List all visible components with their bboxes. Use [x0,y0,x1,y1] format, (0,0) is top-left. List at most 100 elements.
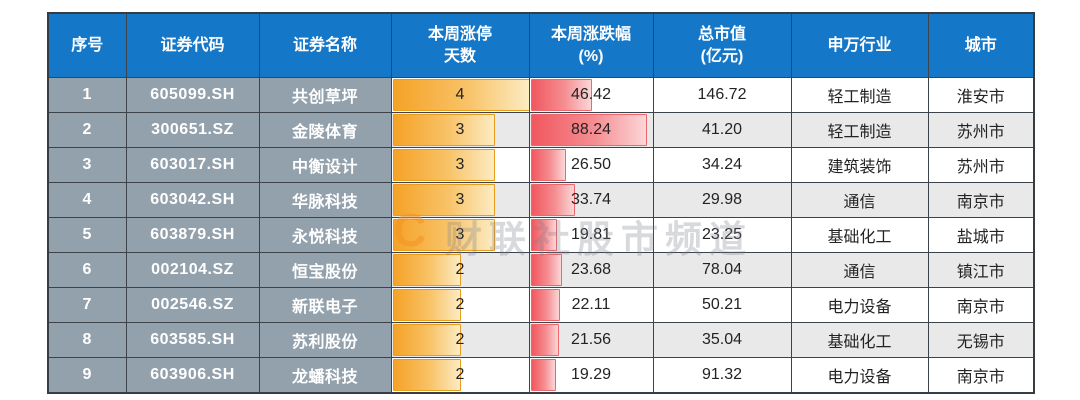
name-cell: 恒宝股份 [258,252,392,288]
limit-up-days-value: 3 [455,226,465,243]
header-city: 城市 [927,12,1035,78]
city-cell: 南京市 [927,357,1035,394]
market-cap-cell: 91.32 [652,357,792,394]
name-cell: 华脉科技 [258,182,392,218]
limit-up-days-cell: 3 [390,147,530,183]
limit-up-days-value: 3 [455,121,465,138]
industry-cell: 基础化工 [790,322,929,358]
table-row: 8 603585.SH 苏利股份 2 21.56 35.04 基础化工 无锡市 [47,322,1035,358]
header-limit-up-days: 本周涨停 天数 [390,12,530,78]
market-cap-cell: 34.24 [652,147,792,183]
limit-up-days-cell: 2 [390,322,530,358]
weekly-change-value: 26.50 [570,156,612,173]
code-cell: 300651.SZ [125,112,260,148]
limit-up-days-cell: 4 [390,77,530,113]
weekly-change-value: 23.68 [570,261,612,278]
market-cap-cell: 146.72 [652,77,792,113]
limit-up-days-value: 3 [455,191,465,208]
header-weekly-change: 本周涨跌幅 (%) [528,12,654,78]
limit-up-days-value: 2 [455,261,465,278]
city-cell: 镇江市 [927,252,1035,288]
table-row: 7 002546.SZ 新联电子 2 22.11 50.21 电力设备 南京市 [47,287,1035,323]
limit-up-days-bar [392,289,461,321]
rank-cell: 9 [47,357,127,394]
rank-cell: 6 [47,252,127,288]
weekly-change-cell: 88.24 [528,112,654,148]
rank-cell: 1 [47,77,127,113]
table-row: 3 603017.SH 中衡设计 3 26.50 34.24 建筑装饰 苏州市 [47,147,1035,183]
industry-cell: 轻工制造 [790,77,929,113]
table-body: 1 605099.SH 共创草坪 4 46.42 146.72 轻工制造 淮安市… [47,77,1035,394]
industry-cell: 通信 [790,252,929,288]
weekly-change-cell: 26.50 [528,147,654,183]
limit-up-days-value: 3 [455,156,465,173]
header-weekly-change-line2: (%) [578,47,604,65]
name-cell: 新联电子 [258,287,392,323]
limit-up-days-cell: 2 [390,252,530,288]
industry-cell: 轻工制造 [790,112,929,148]
rank-cell: 2 [47,112,127,148]
weekly-change-value: 46.42 [570,86,612,103]
limit-up-days-value: 2 [455,331,465,348]
name-cell: 永悦科技 [258,217,392,253]
table-row: 9 603906.SH 龙蟠科技 2 19.29 91.32 电力设备 南京市 [47,357,1035,394]
weekly-change-cell: 46.42 [528,77,654,113]
header-market-cap-line1: 总市值 [697,25,746,43]
market-cap-cell: 35.04 [652,322,792,358]
weekly-change-value: 33.74 [570,191,612,208]
name-cell: 中衡设计 [258,147,392,183]
header-market-cap-line2: (亿元) [700,47,744,65]
weekly-change-value: 19.81 [570,226,612,243]
weekly-change-cell: 23.68 [528,252,654,288]
table-row: 4 603042.SH 华脉科技 3 33.74 29.98 通信 南京市 [47,182,1035,218]
city-cell: 无锡市 [927,322,1035,358]
limit-up-days-bar [392,219,496,251]
table-row: 6 002104.SZ 恒宝股份 2 23.68 78.04 通信 镇江市 [47,252,1035,288]
header-code: 证券代码 [125,12,260,78]
weekly-change-cell: 19.81 [528,217,654,253]
limit-up-days-bar [392,79,528,111]
city-cell: 南京市 [927,182,1035,218]
rank-cell: 8 [47,322,127,358]
header-weekly-change-line1: 本周涨跌幅 [550,25,631,43]
header-market-cap: 总市值 (亿元) [652,12,792,78]
weekly-change-bar [530,184,576,216]
header-rank-label: 序号 [71,36,104,54]
rank-cell: 5 [47,217,127,253]
limit-up-days-cell: 2 [390,357,530,394]
code-cell: 605099.SH [125,77,260,113]
city-cell: 苏州市 [927,147,1035,183]
header-rank: 序号 [47,12,127,78]
limit-up-days-value: 4 [455,86,465,103]
name-cell: 金陵体育 [258,112,392,148]
weekly-change-bar [530,324,560,356]
limit-up-days-bar [392,324,461,356]
header-industry: 申万行业 [790,12,929,78]
industry-cell: 基础化工 [790,217,929,253]
weekly-change-cell: 19.29 [528,357,654,394]
code-cell: 002104.SZ [125,252,260,288]
market-cap-cell: 23.25 [652,217,792,253]
city-cell: 南京市 [927,287,1035,323]
market-cap-cell: 41.20 [652,112,792,148]
weekly-change-bar [530,114,648,146]
market-cap-cell: 78.04 [652,252,792,288]
code-cell: 603017.SH [125,147,260,183]
city-cell: 淮安市 [927,77,1035,113]
rank-cell: 4 [47,182,127,218]
rank-cell: 3 [47,147,127,183]
rank-cell: 7 [47,287,127,323]
header-name-label: 证券名称 [292,36,357,54]
table-header: 序号 证券代码 证券名称 本周涨停 天数 本周涨跌幅 (%) 总市值 [47,12,1035,78]
code-cell: 603906.SH [125,357,260,394]
limit-up-days-cell: 3 [390,112,530,148]
weekly-change-value: 88.24 [570,121,612,138]
industry-cell: 电力设备 [790,287,929,323]
name-cell: 龙蟠科技 [258,357,392,394]
limit-up-days-bar [392,359,461,391]
city-cell: 苏州市 [927,112,1035,148]
code-cell: 603042.SH [125,182,260,218]
industry-cell: 建筑装饰 [790,147,929,183]
header-limit-up-days-line1: 本周涨停 [427,25,492,43]
